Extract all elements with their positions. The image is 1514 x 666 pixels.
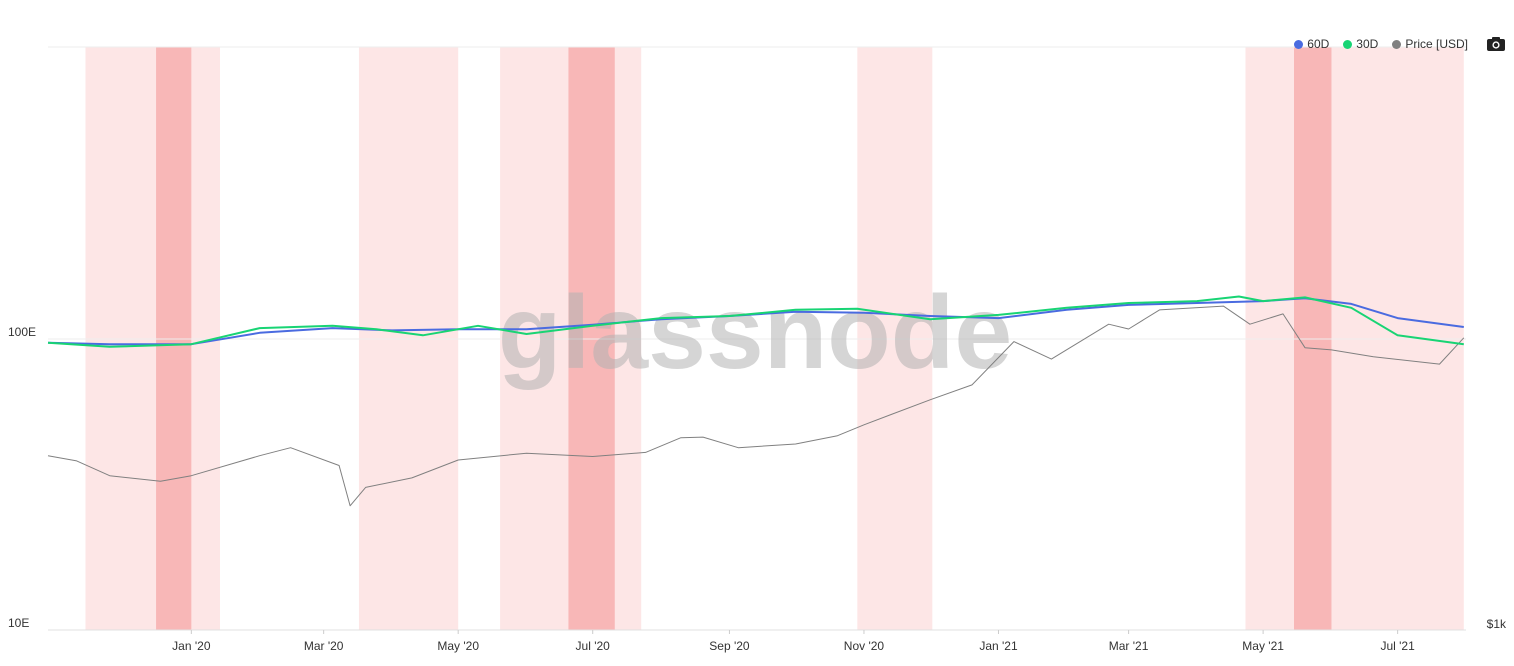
watermark: glassnode [498, 275, 1012, 391]
series-lines [47, 295, 1465, 507]
legend-item-30d[interactable]: 30D [1343, 37, 1378, 51]
legend-label-price: Price [USD] [1405, 37, 1468, 51]
y-tick-label-100e: 100E [8, 325, 36, 339]
legend-label-30d: 30D [1356, 37, 1379, 51]
x-tick-label-1: Mar '20 [304, 639, 344, 653]
y-tick-label-10e: 10E [8, 616, 29, 630]
x-tick-label-5: Nov '20 [844, 639, 885, 653]
x-tick-label-8: May '21 [1242, 639, 1284, 653]
x-tick-label-6: Jan '21 [979, 639, 1018, 653]
legend-label-60d: 60D [1307, 37, 1330, 51]
legend-item-price[interactable]: Price [USD] [1392, 37, 1468, 51]
x-tick-label-7: Mar '21 [1109, 639, 1149, 653]
legend-dot-price [1392, 39, 1402, 49]
x-tick-label-2: May '20 [437, 639, 479, 653]
x-tick-label-0: Jan '20 [172, 639, 211, 653]
series-line-30d [47, 295, 1464, 348]
camera-icon[interactable] [1486, 36, 1506, 52]
y-axis-ticks: 10E 100E $1k [8, 325, 1507, 631]
legend-item-60d[interactable]: 60D [1294, 37, 1329, 51]
y-right-tick-label-1k: $1k [1487, 617, 1507, 631]
legend-dot-30d [1343, 39, 1353, 49]
x-tick-label-3: Jul '20 [576, 639, 611, 653]
x-tick-label-4: Sep '20 [709, 639, 750, 653]
legend: 60D 30D Price [USD] [1294, 37, 1468, 51]
x-tick-label-9: Jul '21 [1380, 639, 1415, 653]
series-line-price-usd [47, 305, 1465, 507]
legend-dot-60d [1294, 39, 1304, 49]
x-axis-ticks: Jan '20 Mar '20 May '20 Jul '20 Sep '20 Nov '… [172, 630, 1415, 653]
